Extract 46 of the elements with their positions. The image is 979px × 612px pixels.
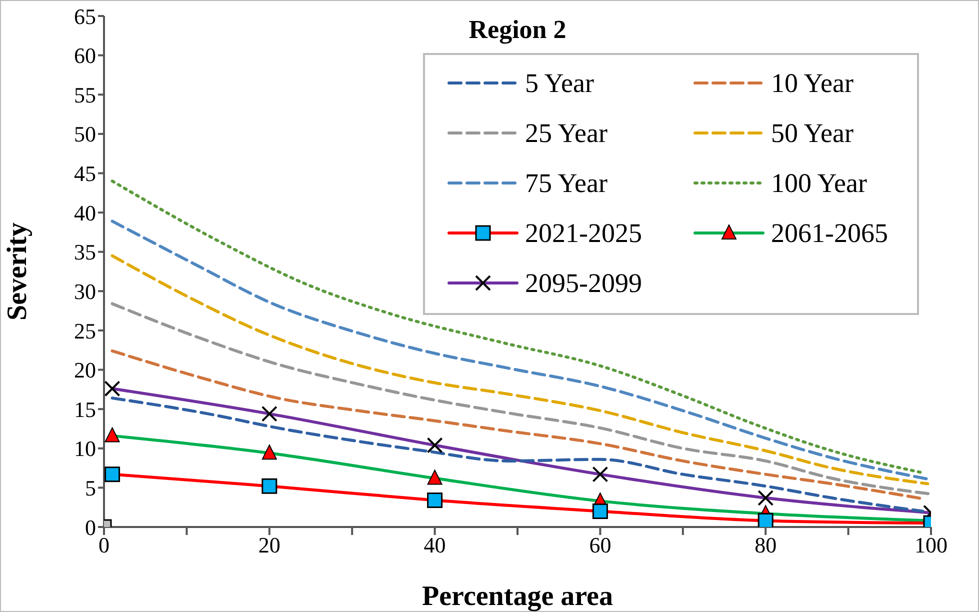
x-tick-label: 20 [258,532,280,558]
legend-label: 5 Year [525,68,594,98]
x-tick-label: 100 [914,532,948,558]
y-tick-label: 55 [74,82,96,108]
legend-label: 10 Year [771,68,854,98]
y-tick-label: 5 [85,476,96,500]
y-tick-label: 65 [74,4,96,29]
x-tick-label: 60 [589,532,612,558]
legend-label: 2095-2099 [525,268,642,298]
point [758,490,774,506]
point [104,466,120,482]
y-tick-label: 60 [74,43,96,68]
x-tick-label: 80 [754,532,777,558]
y-tick-label: 30 [74,278,96,304]
line-series [110,302,931,496]
legend-label: 75 Year [525,168,608,198]
legend-label: 2021-2025 [525,218,642,248]
x-tick-label: 40 [424,532,446,558]
point [758,512,774,527]
point [592,504,608,520]
line-series [110,396,924,513]
point [262,478,278,494]
point [427,470,442,485]
legend-label: 100 Year [771,168,868,198]
point [261,406,278,422]
point [592,466,608,482]
point [426,437,443,454]
y-tick-label: 0 [85,514,96,540]
y-tick-label: 50 [74,122,96,147]
point [104,380,120,397]
point [427,492,443,508]
y-axis-title: Severity [2,222,33,320]
x-axis-title: Percentage area [422,581,613,612]
point [104,427,120,442]
y-tick-label: 40 [74,200,96,226]
legend-label: 50 Year [771,118,854,148]
y-tick-label: 45 [74,161,96,186]
chart-title: Region 2 [468,15,568,45]
legend-label: 25 Year [525,118,608,148]
y-tick-label: 20 [74,358,96,383]
y-tick-label: 35 [74,240,96,265]
y-tick-label: 15 [74,396,96,422]
legend-label: 2061-2065 [771,218,888,248]
y-tick-label: 25 [74,318,96,344]
y-tick-label: 10 [74,436,96,462]
point [262,444,277,460]
